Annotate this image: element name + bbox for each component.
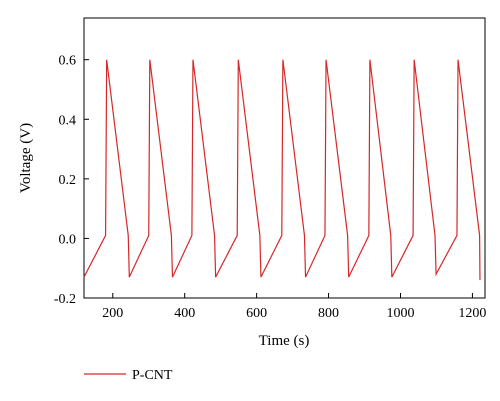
x-tick-label: 1000 — [386, 306, 414, 321]
y-tick-label: 0.6 — [59, 54, 77, 69]
legend: P-CNT — [84, 368, 173, 383]
y-tick-label: -0.2 — [54, 292, 76, 307]
y-tick-label: 0.4 — [59, 113, 77, 128]
y-tick-label: 0.0 — [59, 232, 77, 247]
x-tick-label: 1200 — [458, 306, 486, 321]
y-ticks: -0.2 0.0 0.2 0.4 0.6 — [54, 54, 89, 307]
y-tick-label: 0.2 — [59, 173, 77, 188]
x-tick-label: 800 — [318, 306, 339, 321]
x-axis-label: Time (s) — [259, 333, 310, 349]
legend-label-p-cnt: P-CNT — [132, 368, 173, 383]
x-ticks: 200 400 600 800 1000 1200 — [102, 293, 486, 321]
x-tick-label: 400 — [174, 306, 195, 321]
x-tick-label: 200 — [102, 306, 123, 321]
series-line-p-cnt — [83, 59, 481, 281]
plot-frame — [83, 17, 486, 299]
series-layer — [83, 59, 481, 281]
x-tick-label: 600 — [246, 306, 267, 321]
y-axis-label: Voltage (V) — [18, 123, 34, 193]
